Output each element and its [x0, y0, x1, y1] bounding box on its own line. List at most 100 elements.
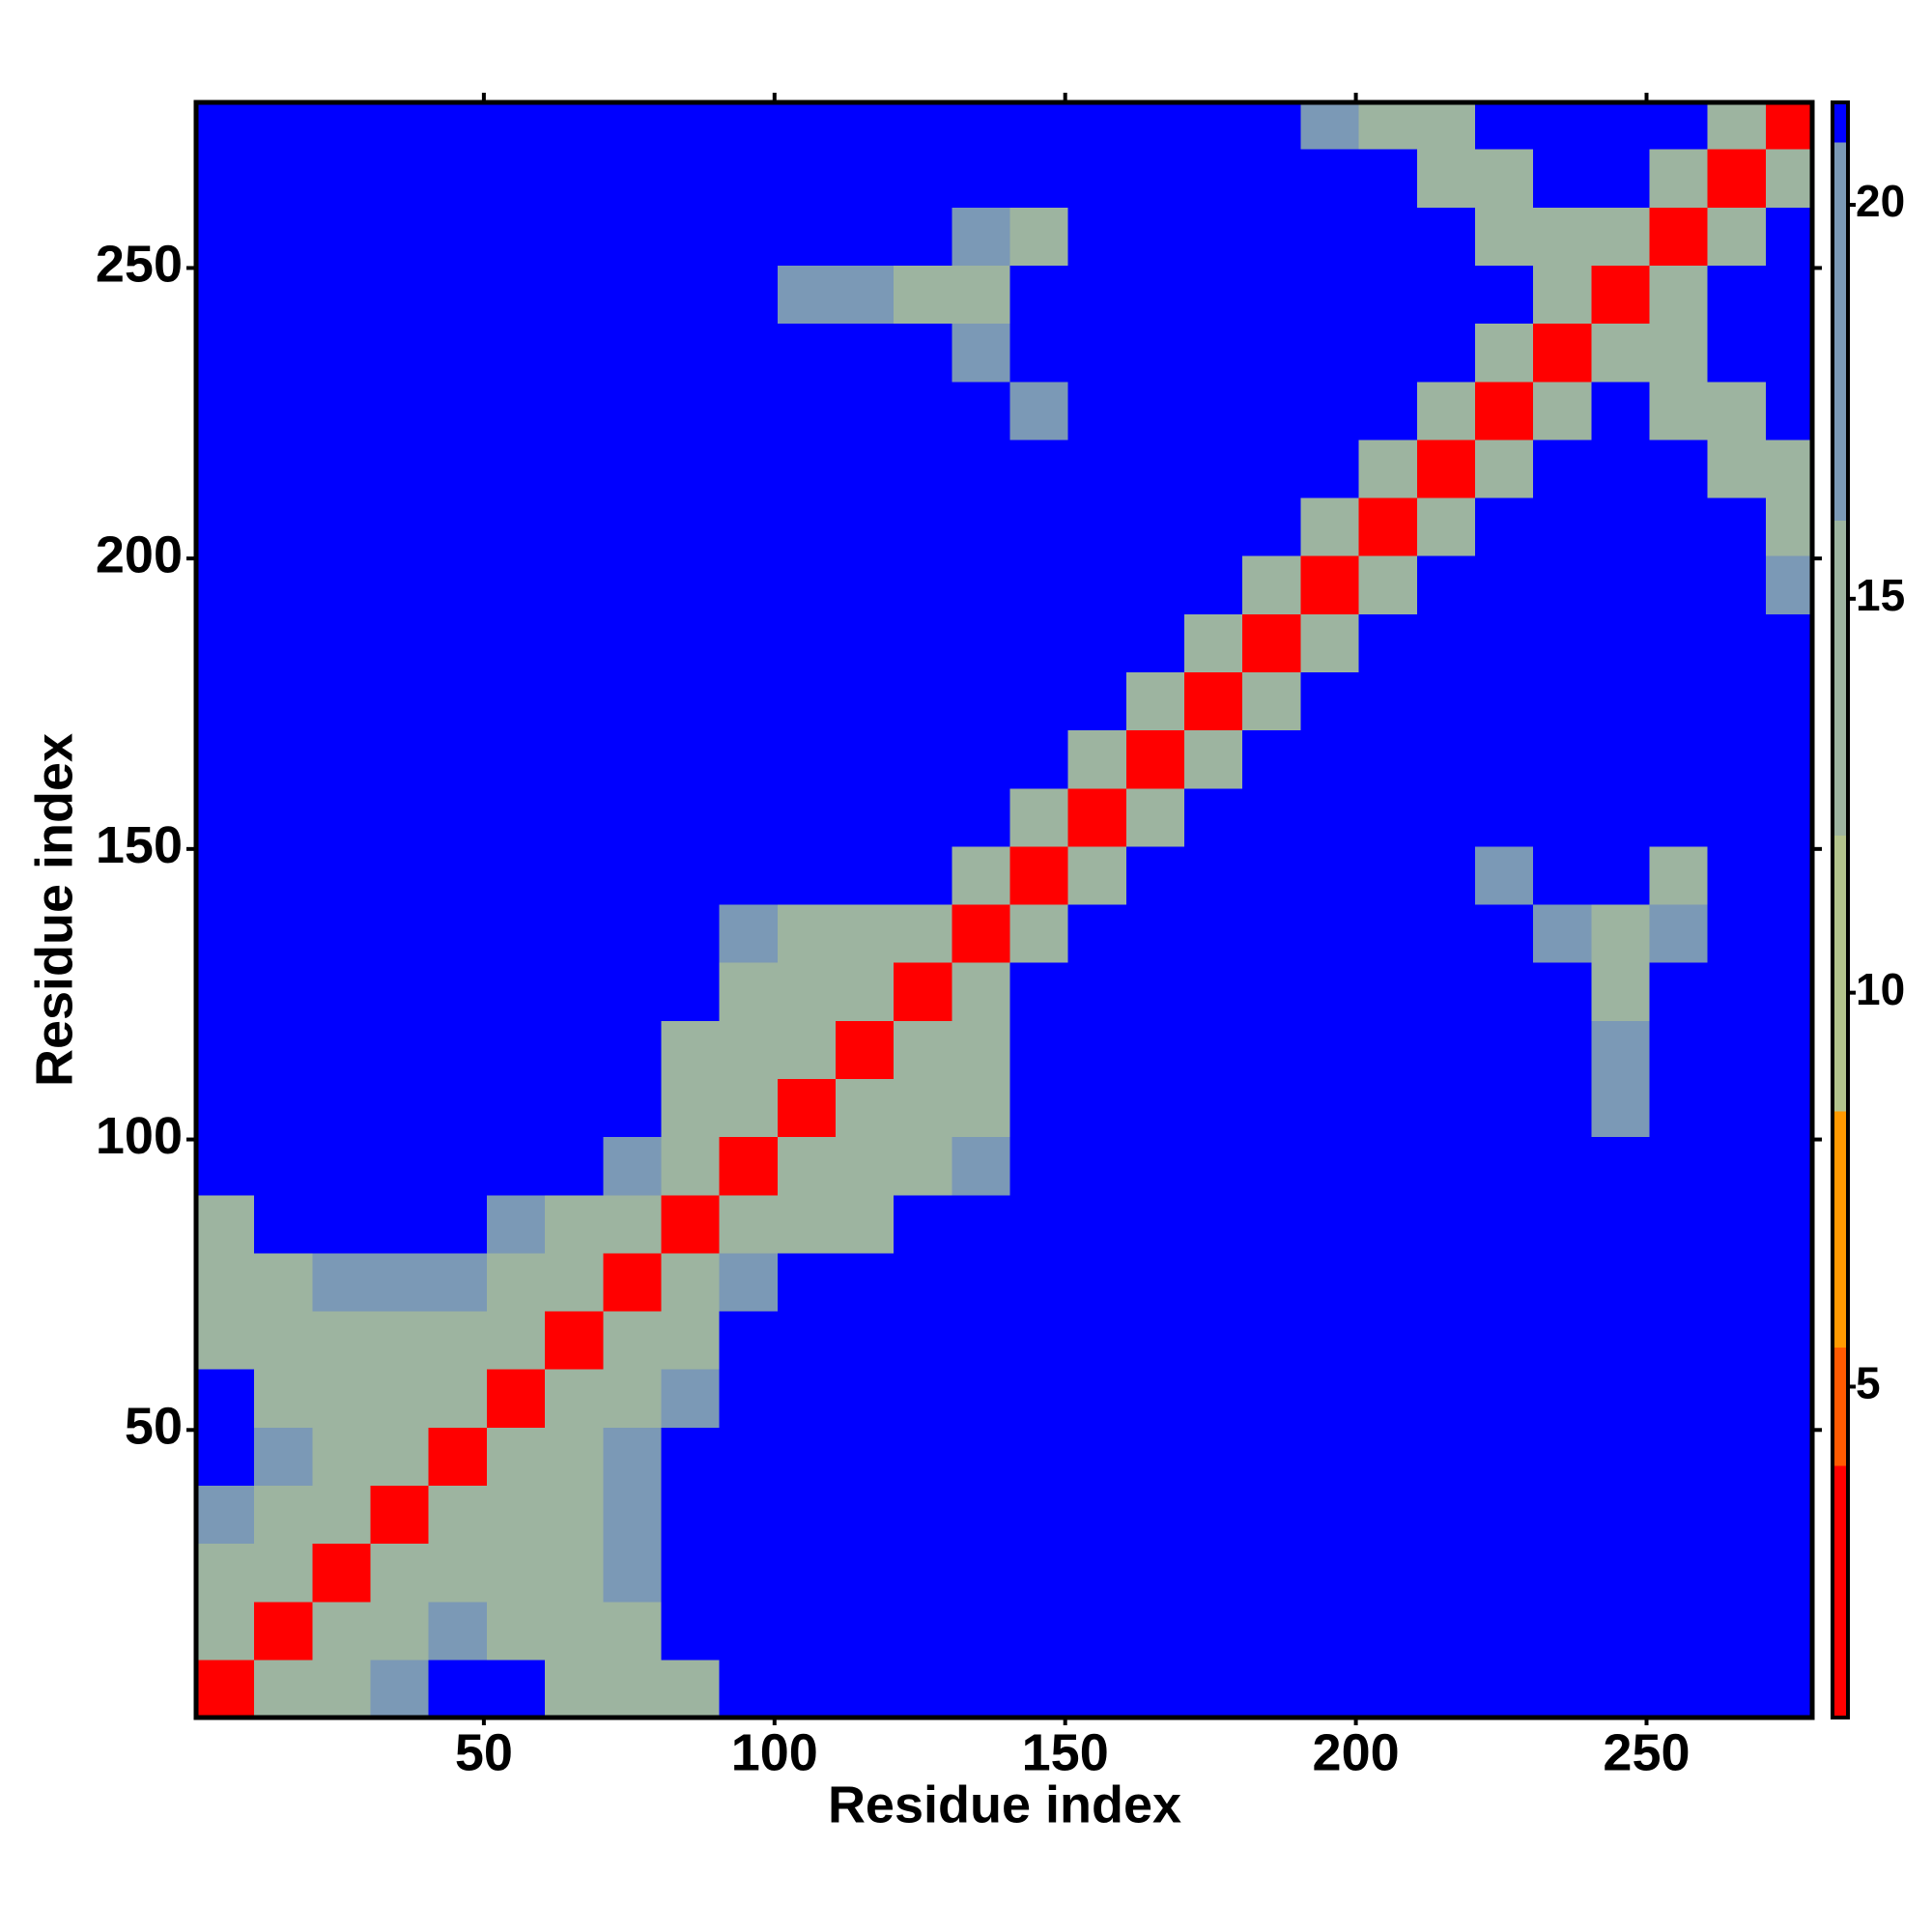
- heatmap-cell: [486, 102, 546, 150]
- heatmap-cell: [1242, 671, 1302, 731]
- heatmap-cell: [196, 1136, 255, 1196]
- heatmap-cell: [777, 1485, 837, 1545]
- heatmap-cell: [312, 265, 372, 325]
- heatmap-cell: [952, 555, 1011, 614]
- heatmap-cell: [1300, 265, 1360, 325]
- heatmap-cell: [428, 439, 488, 498]
- heatmap-cell: [1300, 671, 1360, 731]
- heatmap-cell: [835, 1601, 895, 1661]
- heatmap-cell: [1184, 1078, 1243, 1138]
- heatmap-cell: [835, 1485, 895, 1545]
- heatmap-cell: [1300, 149, 1360, 208]
- heatmap-cell: [1474, 1310, 1534, 1370]
- heatmap-cell: [835, 555, 895, 614]
- heatmap-cell: [545, 381, 604, 440]
- heatmap-cell: [1067, 323, 1127, 383]
- heatmap-cell: [486, 1310, 546, 1370]
- heatmap-cell: [1474, 1543, 1534, 1603]
- heatmap-cell: [1358, 1194, 1418, 1254]
- heatmap-cell: [1765, 962, 1813, 1021]
- heatmap-cell: [1300, 555, 1360, 614]
- heatmap-cell: [835, 207, 895, 267]
- heatmap-cell: [1242, 1252, 1302, 1312]
- heatmap-cell: [1242, 439, 1302, 498]
- heatmap-cell: [952, 1369, 1011, 1428]
- heatmap-cell: [835, 1078, 895, 1138]
- heatmap-cell: [312, 1310, 372, 1370]
- heatmap-cell: [312, 102, 372, 150]
- heatmap-cell: [1300, 207, 1360, 267]
- heatmap-cell: [1358, 381, 1418, 440]
- heatmap-cell: [719, 1659, 779, 1719]
- colorbar-segment: [1833, 102, 1848, 143]
- heatmap-cell: [952, 787, 1011, 847]
- heatmap-cell: [894, 845, 952, 905]
- heatmap-cell: [1358, 1485, 1418, 1545]
- heatmap-cell: [603, 497, 663, 556]
- heatmap-cell: [1300, 1310, 1360, 1370]
- heatmap-cell: [254, 149, 313, 208]
- heatmap-cell: [777, 1020, 837, 1080]
- heatmap-cell: [835, 102, 895, 150]
- heatmap-cell: [486, 903, 546, 963]
- heatmap-cell: [1184, 102, 1243, 150]
- heatmap-cell: [254, 1310, 313, 1370]
- heatmap-cell: [196, 1194, 255, 1254]
- heatmap-cell: [1416, 613, 1476, 673]
- heatmap-cell: [545, 149, 604, 208]
- heatmap-cell: [486, 1601, 546, 1661]
- heatmap-cell: [1416, 497, 1476, 556]
- heatmap-cell: [312, 903, 372, 963]
- heatmap-cell: [486, 1078, 546, 1138]
- heatmap-cell: [486, 1369, 546, 1428]
- heatmap-cell: [1591, 845, 1651, 905]
- heatmap-cell: [1125, 1194, 1185, 1254]
- heatmap-cell: [254, 265, 313, 325]
- heatmap-cell: [952, 1601, 1011, 1661]
- heatmap-cell: [1125, 787, 1185, 847]
- heatmap-cell: [196, 381, 255, 440]
- heatmap-cell: [894, 207, 952, 267]
- heatmap-cell: [1067, 671, 1127, 731]
- heatmap-cell: [1009, 207, 1069, 267]
- heatmap-cell: [1533, 1543, 1592, 1603]
- heatmap-cell: [1707, 1601, 1767, 1661]
- heatmap-cell: [1591, 1601, 1651, 1661]
- heatmap-cell: [312, 1543, 372, 1603]
- heatmap-cell: [1184, 1543, 1243, 1603]
- heatmap-cell: [1533, 323, 1592, 383]
- heatmap-cell: [1358, 903, 1418, 963]
- heatmap-cell: [312, 1020, 372, 1080]
- heatmap-cell: [894, 1310, 952, 1370]
- heatmap-cell: [1009, 439, 1069, 498]
- heatmap-cell: [1358, 1310, 1418, 1370]
- heatmap-cell: [370, 381, 430, 440]
- heatmap-cell: [1125, 671, 1185, 731]
- heatmap-cell: [1707, 613, 1767, 673]
- heatmap-cell: [661, 1078, 721, 1138]
- heatmap-cell: [1533, 1078, 1592, 1138]
- heatmap-cell: [545, 1310, 604, 1370]
- heatmap-cell: [1358, 1020, 1418, 1080]
- heatmap-cell: [1184, 1252, 1243, 1312]
- heatmap-cell: [428, 729, 488, 789]
- heatmap-cell: [1707, 1252, 1767, 1312]
- heatmap-cell: [196, 1601, 255, 1661]
- heatmap-cell: [254, 787, 313, 847]
- heatmap-cell: [952, 962, 1011, 1021]
- heatmap-cell: [428, 1659, 488, 1719]
- heatmap-cell: [1067, 497, 1127, 556]
- heatmap-cell: [1125, 381, 1185, 440]
- heatmap-cell: [428, 1194, 488, 1254]
- heatmap-cell: [370, 1136, 430, 1196]
- heatmap-cell: [1649, 1252, 1709, 1312]
- heatmap-cell: [1649, 1485, 1709, 1545]
- heatmap-cell: [777, 1601, 837, 1661]
- heatmap-cell: [1009, 613, 1069, 673]
- heatmap-cell: [428, 1078, 488, 1138]
- heatmap-cell: [1358, 845, 1418, 905]
- heatmap-cell: [1649, 555, 1709, 614]
- heatmap-cell: [1009, 149, 1069, 208]
- heatmap-cell: [428, 381, 488, 440]
- heatmap-cell: [1242, 1310, 1302, 1370]
